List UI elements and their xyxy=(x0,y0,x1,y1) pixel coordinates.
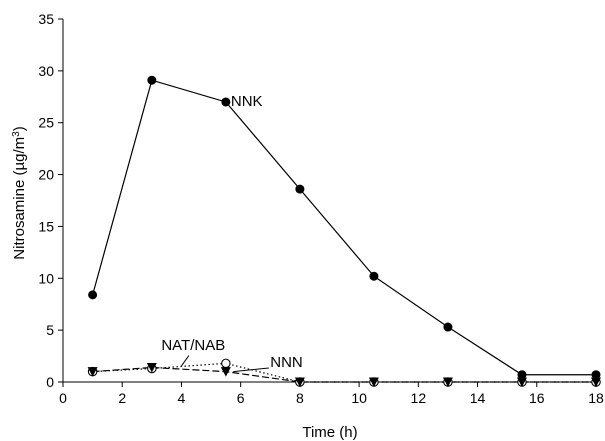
leader-line-nat-nab xyxy=(181,355,190,367)
data-point-nnk xyxy=(591,370,601,380)
y-axis-title-main: Nitrosamine (µg/m xyxy=(11,137,28,260)
annotations: NNK NAT/NAB NNN xyxy=(161,93,303,373)
data-point-nnn xyxy=(442,377,453,387)
y-axis-title: Nitrosamine (µg/m3) xyxy=(11,126,29,259)
x-tick-label: 4 xyxy=(178,390,186,406)
x-tick-label: 14 xyxy=(470,390,486,406)
axes: 0 5 10 15 20 25 30 35 0 2 4 6 8 10 12 14 16 18 xyxy=(38,11,604,406)
data-point-nnn xyxy=(146,362,157,373)
data-point-nat-nab xyxy=(221,358,231,369)
x-axis-title: Time (h) xyxy=(302,424,357,441)
data-point-nnk xyxy=(517,370,527,380)
leader-line-nnn xyxy=(233,367,269,373)
x-tick-label: 18 xyxy=(588,390,604,406)
y-tick-label: 25 xyxy=(38,115,54,131)
data-point-nnn xyxy=(368,377,379,387)
data-point-nnk xyxy=(295,184,305,194)
x-tick-label: 2 xyxy=(118,390,126,406)
y-tick-label: 30 xyxy=(38,63,54,79)
data-point-nnn xyxy=(87,367,98,377)
data-point-nnk xyxy=(88,290,98,300)
y-axis-title-sup: 3 xyxy=(11,131,22,137)
x-tick-label: 16 xyxy=(529,390,545,406)
data-point-nnn xyxy=(220,367,231,377)
y-tick-label: 0 xyxy=(46,374,54,390)
annotation-nat-nab: NAT/NAB xyxy=(161,337,225,354)
series-line-nnn xyxy=(92,366,596,383)
x-tick-label: 6 xyxy=(237,390,245,406)
series-layer xyxy=(87,75,601,387)
x-tick-label: 8 xyxy=(296,390,304,406)
y-tick-label: 10 xyxy=(38,270,54,286)
data-point-nnk xyxy=(443,322,453,332)
data-point-nnn xyxy=(294,377,305,387)
data-point-nnk xyxy=(147,75,157,85)
annotation-nnn: NNN xyxy=(270,354,303,371)
y-tick-label: 15 xyxy=(38,218,54,234)
x-tick-label: 10 xyxy=(351,390,367,406)
data-point-nnk xyxy=(221,97,231,107)
y-tick-label: 35 xyxy=(38,11,54,27)
y-tick-label: 5 xyxy=(46,322,54,338)
annotation-nnk: NNK xyxy=(231,93,263,110)
data-point-nnn xyxy=(516,377,527,387)
x-tick-label: 12 xyxy=(411,390,427,406)
series-line-nnk xyxy=(92,79,596,376)
x-tick-label: 0 xyxy=(59,390,67,406)
data-point-nnk xyxy=(369,271,379,281)
data-point-nnn xyxy=(591,377,601,387)
y-axis-title-close: ) xyxy=(11,126,28,131)
y-tick-label: 20 xyxy=(38,167,54,183)
